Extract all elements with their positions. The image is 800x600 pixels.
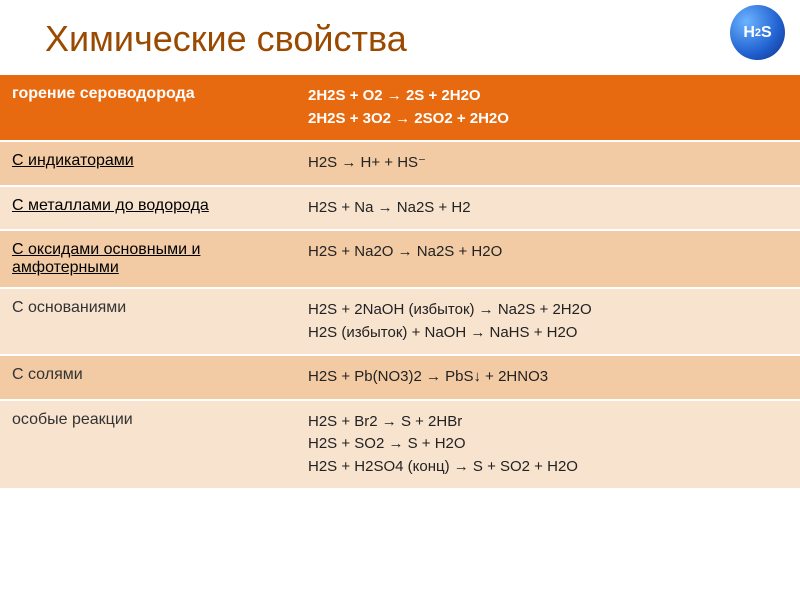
row-label: С солями [0, 355, 296, 400]
row-label: особые реакции [0, 400, 296, 490]
title-bar: Химические свойства H2S [0, 0, 800, 75]
page-title: Химические свойства [45, 18, 800, 60]
table-row: С индикаторами H2S → H+ + HS⁻ [0, 141, 800, 186]
row-content: 2H2S + O2 → 2S + 2H2O 2H2S + 3O2 → 2SO2 … [296, 75, 800, 141]
row-content: H2S + Pb(NO3)2 → PbS↓ + 2HNO3 [296, 355, 800, 400]
row-label: С оксидами основными и амфотерными [0, 230, 296, 288]
row-content: H2S + Na2O → Na2S + H2O [296, 230, 800, 288]
table-row: С солями H2S + Pb(NO3)2 → PbS↓ + 2HNO3 [0, 355, 800, 400]
row-content: H2S + Na → Na2S + H2 [296, 186, 800, 231]
row-content: H2S + Br2 → S + 2HBr H2S + SO2 → S + H2O… [296, 400, 800, 490]
properties-table: горение сероводорода 2H2S + O2 → 2S + 2H… [0, 75, 800, 490]
table-row: горение сероводорода 2H2S + O2 → 2S + 2H… [0, 75, 800, 141]
table-row: особые реакции H2S + Br2 → S + 2HBr H2S … [0, 400, 800, 490]
table-row: С основаниями H2S + 2NaOH (избыток) → Na… [0, 288, 800, 355]
row-label: С металлами до водорода [0, 186, 296, 231]
row-content: H2S + 2NaOH (избыток) → Na2S + 2H2O H2S … [296, 288, 800, 355]
row-content: H2S → H+ + HS⁻ [296, 141, 800, 186]
row-label: С основаниями [0, 288, 296, 355]
row-label: С индикаторами [0, 141, 296, 186]
row-label: горение сероводорода [0, 75, 296, 141]
table-row: С металлами до водорода H2S + Na → Na2S … [0, 186, 800, 231]
table-row: С оксидами основными и амфотерными H2S +… [0, 230, 800, 288]
h2s-sphere-icon: H2S [730, 5, 785, 60]
h2s-badge: H2S [730, 5, 790, 65]
